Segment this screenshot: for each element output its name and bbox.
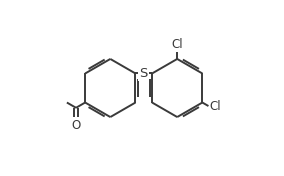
- Text: Cl: Cl: [209, 100, 221, 112]
- Text: O: O: [71, 119, 81, 132]
- Text: Cl: Cl: [171, 38, 183, 51]
- Text: S: S: [139, 67, 148, 80]
